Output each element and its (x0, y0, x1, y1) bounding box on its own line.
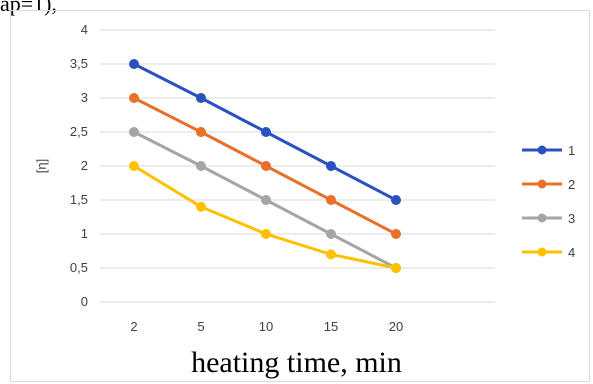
y-tick-label: 2,5 (70, 124, 88, 139)
legend-marker-2 (537, 179, 547, 189)
data-point (129, 161, 139, 171)
data-point (391, 229, 401, 239)
x-tick-label: 10 (259, 319, 273, 334)
data-point (326, 161, 336, 171)
data-point (129, 127, 139, 137)
data-point (196, 161, 206, 171)
y-axis-title: [η] (34, 159, 49, 173)
y-tick-label: 4 (81, 22, 88, 37)
legend-marker-3 (537, 213, 547, 223)
y-tick-label: 1 (81, 226, 88, 241)
data-point (261, 127, 271, 137)
legend-label-4: 4 (568, 245, 575, 260)
data-point (326, 249, 336, 260)
y-tick-label: 2 (81, 158, 88, 173)
legend-marker-4 (537, 247, 547, 257)
series-line-4 (133, 164, 397, 270)
legend-label-2: 2 (568, 177, 575, 192)
data-point (196, 127, 206, 137)
data-point (261, 229, 271, 239)
x-tick-label: 2 (130, 319, 137, 334)
data-point (326, 229, 336, 239)
y-tick-label: 3 (81, 90, 88, 105)
data-point (196, 201, 206, 212)
data-point (261, 161, 271, 171)
data-point (391, 263, 401, 273)
legend-marker-1 (537, 145, 547, 155)
y-tick-label: 0,5 (70, 260, 88, 275)
header-text: ap=1), (0, 0, 57, 16)
data-point (391, 195, 401, 205)
x-tick-label: 20 (389, 319, 403, 334)
x-axis-title: heating time, min (191, 346, 402, 379)
y-tick-label: 1,5 (70, 192, 88, 207)
x-tick-label: 15 (324, 319, 338, 334)
data-point (326, 195, 336, 205)
legend-label-3: 3 (568, 211, 575, 226)
data-point (261, 195, 271, 205)
y-tick-label: 0 (81, 294, 88, 309)
x-tick-label: 5 (197, 319, 204, 334)
data-point (129, 59, 139, 69)
data-point (196, 93, 206, 103)
chart-frame (10, 10, 590, 382)
data-point (129, 93, 139, 103)
legend-label-1: 1 (568, 143, 575, 158)
y-tick-label: 3,5 (70, 56, 88, 71)
